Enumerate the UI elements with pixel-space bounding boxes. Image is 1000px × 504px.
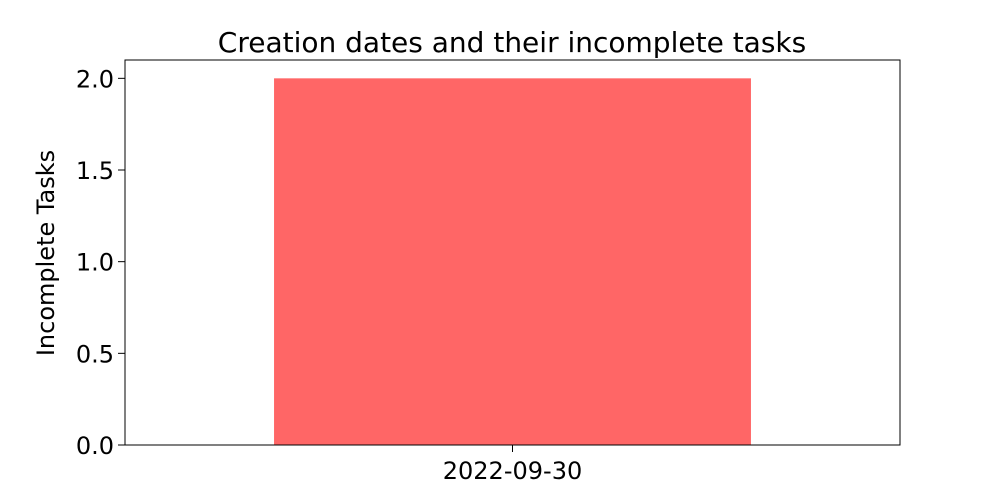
y-tick-label: 2.0: [76, 65, 114, 93]
x-tick-label: 2022-09-30: [443, 457, 582, 485]
y-tick-label: 0.5: [76, 340, 114, 368]
y-tick-label: 1.5: [76, 157, 114, 185]
chart-title: Creation dates and their incomplete task…: [218, 26, 806, 59]
x-axis-ticks: 2022-09-30: [443, 445, 582, 485]
bars-layer: [274, 78, 751, 445]
y-tick-label: 1.0: [76, 249, 114, 277]
plot-frame: [124, 59, 901, 446]
y-axis-label: Incomplete Tasks: [32, 150, 60, 356]
y-tick-label: 0.0: [76, 432, 114, 460]
bar: [274, 78, 751, 445]
y-axis-ticks: 0.0 0.5 1.0 1.5 2.0: [76, 65, 125, 460]
